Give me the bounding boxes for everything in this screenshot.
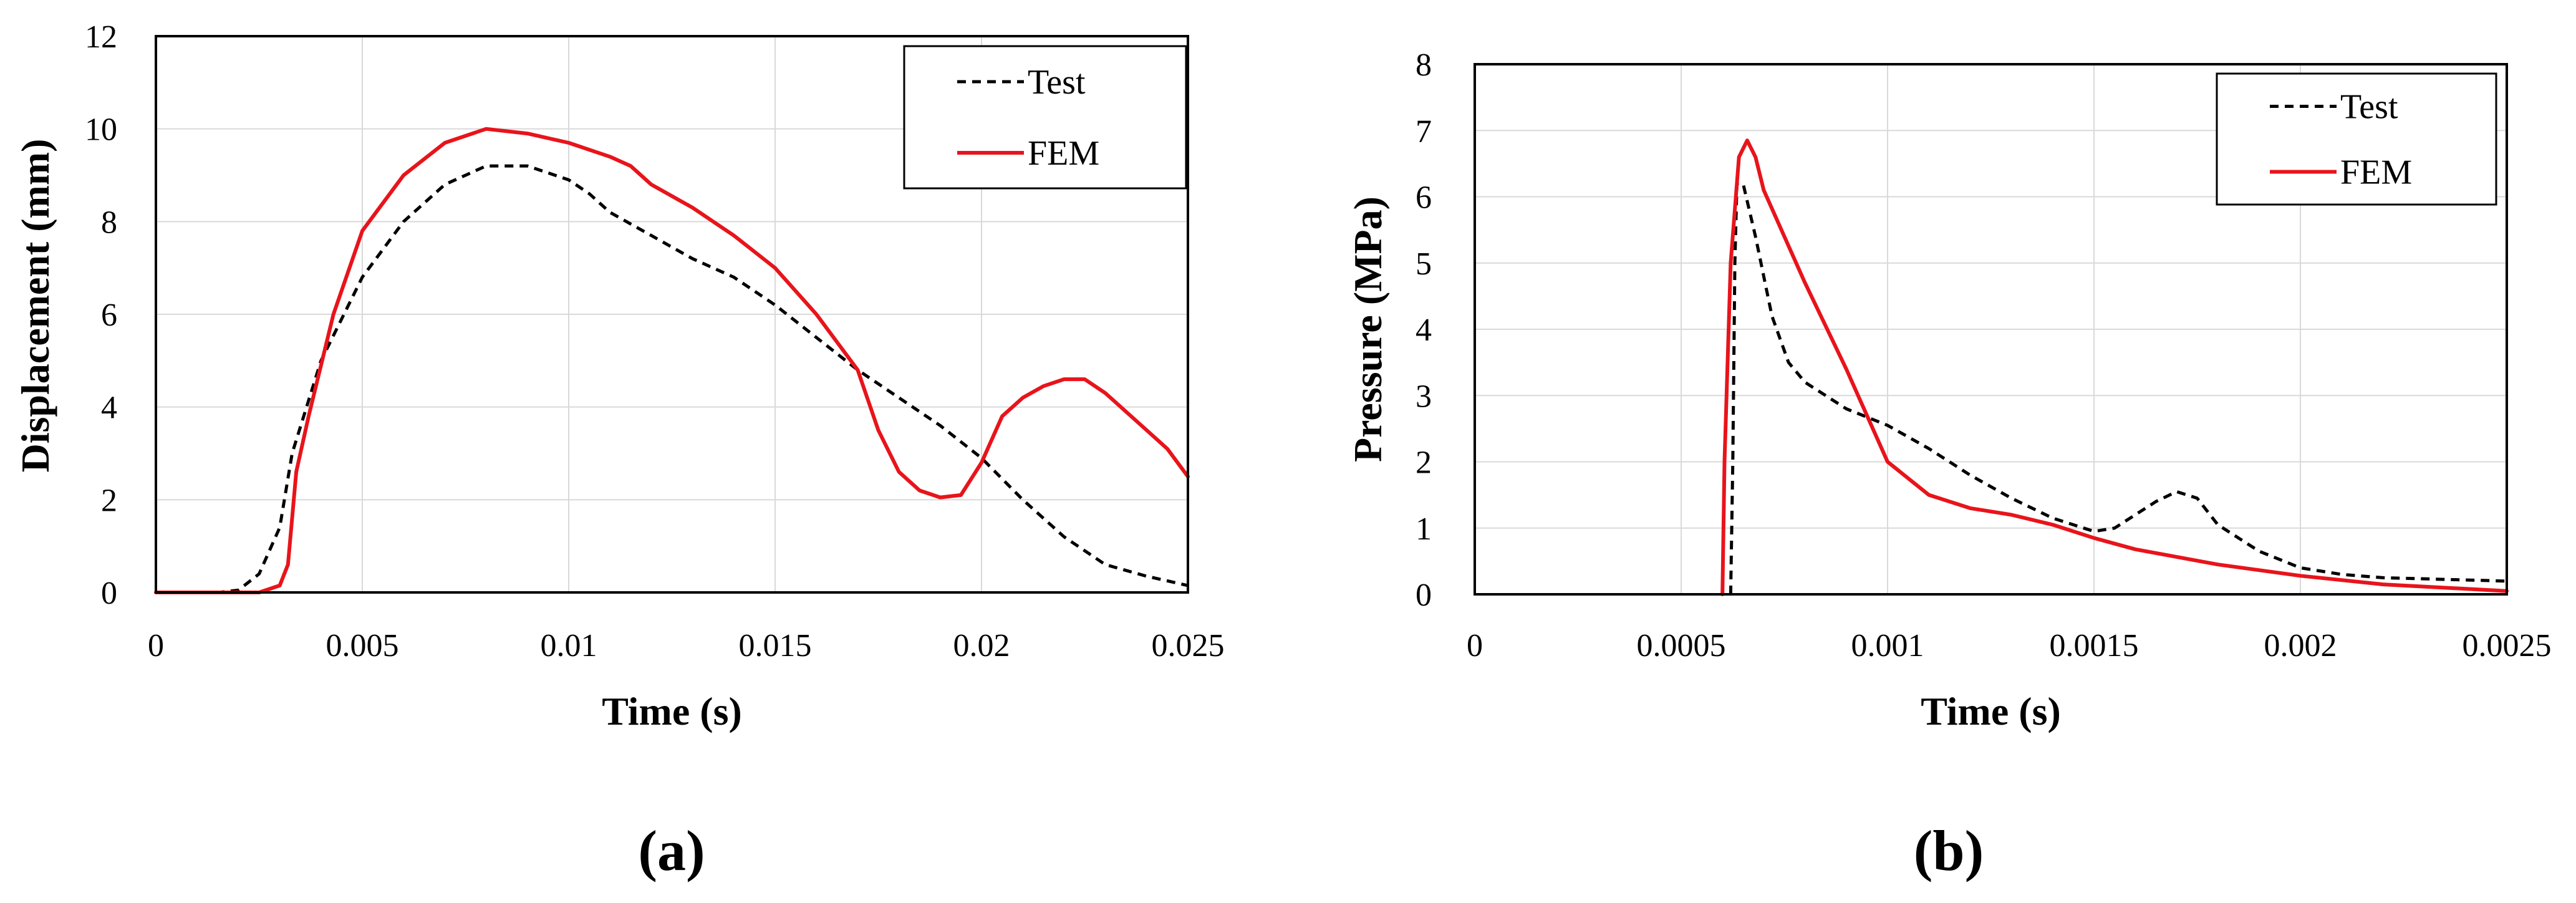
legend-label-fem: FEM xyxy=(2340,153,2412,192)
plot-area-frame xyxy=(1474,63,2508,596)
legend-label-test: Test xyxy=(1028,63,1086,102)
chart-pressure: 0 0.0005 0.001 0.0015 0.002 0.0025 0 1 2 3 4 5 6 7 8 Ti… xyxy=(1346,47,2552,882)
series-line-fem xyxy=(1720,138,2509,596)
x-tick-label: 0.025 xyxy=(1152,628,1225,664)
y-tick-label: 0 xyxy=(1416,577,1432,613)
y-tick-label: 6 xyxy=(1416,180,1432,216)
series-line-test xyxy=(1729,181,2507,595)
series-line-test xyxy=(156,164,1189,594)
series-line-fem xyxy=(154,127,1190,594)
x-axis-title: Time (s) xyxy=(602,689,742,733)
plot-area-frame xyxy=(155,35,1189,594)
y-tick-label: 6 xyxy=(101,297,117,333)
panel-label: (b) xyxy=(1914,819,1984,882)
y-tick-label: 1 xyxy=(1416,511,1432,547)
chart-displacement: 0 0.005 0.01 0.015 0.02 0.025 0 2 4 6 8 10 12 Time (s… xyxy=(13,19,1225,882)
y-tick-label: 4 xyxy=(101,390,117,426)
legend-label-test: Test xyxy=(2340,88,2398,127)
y-axis-title: Displacement (mm) xyxy=(13,139,57,473)
x-tick-label: 0 xyxy=(1467,628,1483,664)
legend: Test FEM xyxy=(903,45,1187,190)
y-tick-label: 5 xyxy=(1416,246,1432,282)
y-tick-label: 0 xyxy=(101,576,117,611)
x-tick-label: 0.015 xyxy=(739,628,812,664)
x-tick-label: 0.005 xyxy=(326,628,399,664)
x-tick-label: 0.001 xyxy=(1851,628,1924,664)
y-tick-label: 8 xyxy=(1416,47,1432,83)
x-tick-label: 0.0005 xyxy=(1637,628,1726,664)
legend-box xyxy=(2216,72,2497,206)
y-axis-title: Pressure (MPa) xyxy=(1346,196,1390,462)
x-tick-label: 0.0025 xyxy=(2463,628,2552,664)
x-tick-label: 0.01 xyxy=(541,628,597,664)
y-tick-label: 12 xyxy=(85,19,117,55)
x-tick-label: 0.002 xyxy=(2264,628,2337,664)
y-tick-label: 4 xyxy=(1416,312,1432,348)
x-tick-label: 0.0015 xyxy=(2050,628,2139,664)
legend-label-fem: FEM xyxy=(1028,134,1099,173)
y-tick-label: 2 xyxy=(101,483,117,518)
y-tick-label: 2 xyxy=(1416,445,1432,481)
y-tick-label: 8 xyxy=(101,205,117,240)
y-tick-label: 10 xyxy=(85,112,117,148)
x-axis-title: Time (s) xyxy=(1921,689,2061,733)
y-tick-label: 3 xyxy=(1416,379,1432,414)
legend-box xyxy=(903,45,1187,190)
x-tick-label: 0 xyxy=(148,628,164,664)
panel-label: (a) xyxy=(638,819,705,882)
y-tick-label: 7 xyxy=(1416,113,1432,149)
legend: Test FEM xyxy=(2216,72,2497,206)
x-tick-label: 0.02 xyxy=(953,628,1010,664)
